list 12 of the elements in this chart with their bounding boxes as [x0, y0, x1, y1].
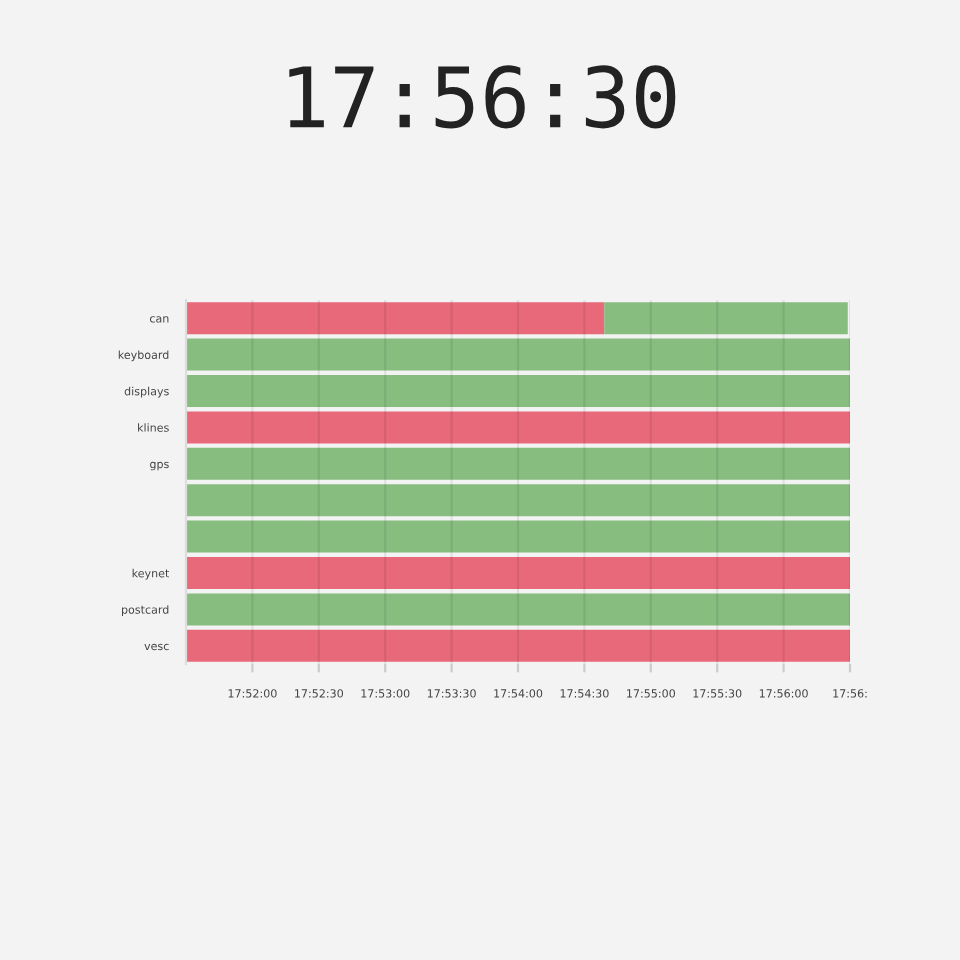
chart-title: 17:56:30	[289, 65, 676, 129]
bar	[186, 302, 605, 335]
bar	[186, 556, 850, 590]
bar	[186, 447, 850, 480]
bar	[186, 629, 850, 662]
bar	[186, 484, 850, 517]
bar	[186, 338, 850, 371]
bar	[604, 302, 848, 335]
bar	[186, 411, 850, 444]
bar	[186, 374, 850, 408]
bar	[186, 593, 850, 626]
bar	[186, 520, 850, 553]
